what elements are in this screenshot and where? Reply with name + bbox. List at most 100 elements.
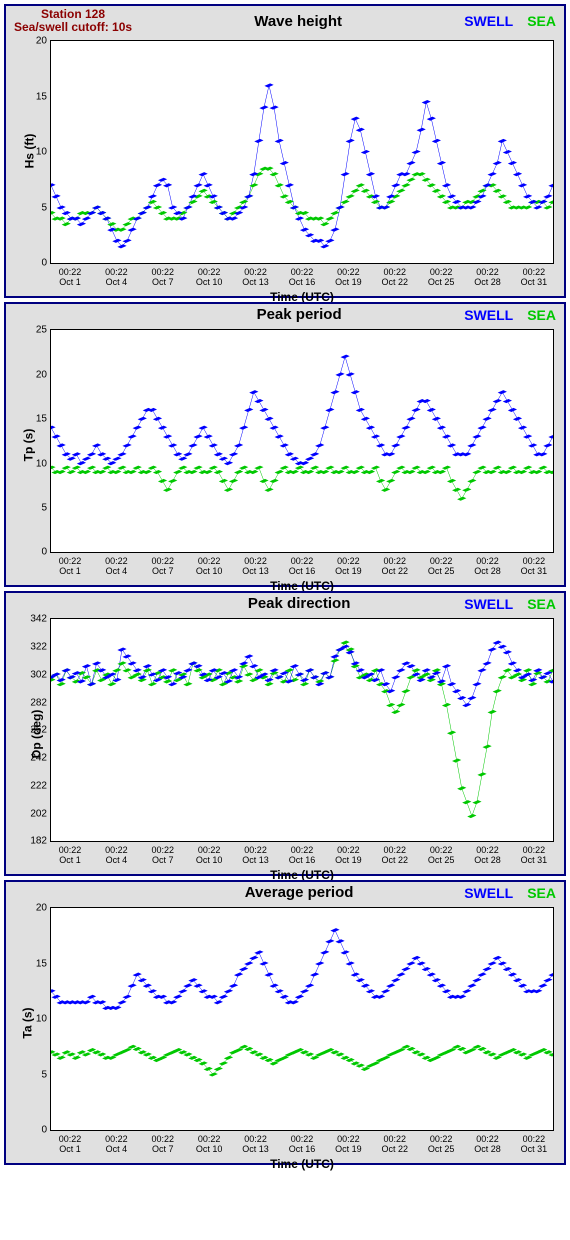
y-tick: 0 <box>21 547 47 558</box>
x-tick: 00:22Oct 31 <box>514 1135 554 1155</box>
x-tick: 00:22Oct 7 <box>143 268 183 288</box>
x-tick: 00:22Oct 31 <box>514 557 554 577</box>
legend-sea: SEA <box>527 885 556 901</box>
chart-panel: Station 128 Sea/swell cutoff: 10s Wave h… <box>4 4 566 298</box>
chart-svg <box>51 330 553 552</box>
chart-svg <box>51 619 553 841</box>
x-tick: 00:22Oct 22 <box>375 557 415 577</box>
y-tick: 15 <box>21 414 47 425</box>
y-tick: 222 <box>21 780 47 791</box>
y-tick: 322 <box>21 642 47 653</box>
x-axis-ticks: 00:22Oct 1 00:22Oct 4 00:22Oct 7 00:22Oct 1… <box>50 557 554 577</box>
y-tick: 20 <box>21 36 47 47</box>
x-tick: 00:22Oct 19 <box>328 557 368 577</box>
x-tick: 00:22Oct 19 <box>328 846 368 866</box>
y-axis-ticks: 05101520 <box>21 908 47 1130</box>
x-axis-label: Time (UTC) <box>50 1157 554 1171</box>
panel-header: Peak direction SWELL SEA <box>6 593 564 614</box>
legend: SWELL SEA <box>464 307 556 323</box>
x-tick: 00:22Oct 10 <box>189 557 229 577</box>
x-tick: 00:22Oct 22 <box>375 1135 415 1155</box>
x-tick: 00:22Oct 10 <box>189 268 229 288</box>
x-axis: 00:22Oct 1 00:22Oct 4 00:22Oct 7 00:22Oct 1… <box>50 557 554 583</box>
y-tick: 15 <box>21 91 47 102</box>
y-tick: 5 <box>21 202 47 213</box>
y-tick: 10 <box>21 147 47 158</box>
plot-area: 0510152025 <box>50 329 554 553</box>
x-tick: 00:22Oct 16 <box>282 268 322 288</box>
x-tick: 00:22Oct 1 <box>50 1135 90 1155</box>
chart-svg <box>51 41 553 263</box>
x-tick: 00:22Oct 1 <box>50 846 90 866</box>
x-tick: 00:22Oct 28 <box>468 1135 508 1155</box>
y-tick: 15 <box>21 958 47 969</box>
x-tick: 00:22Oct 25 <box>421 1135 461 1155</box>
y-tick: 342 <box>21 614 47 625</box>
x-tick: 00:22Oct 7 <box>143 846 183 866</box>
y-tick: 20 <box>21 369 47 380</box>
x-tick: 00:22Oct 16 <box>282 1135 322 1155</box>
plot-area: 182202222242262282302322342 <box>50 618 554 842</box>
chart-page: Station 128 Sea/swell cutoff: 10s Wave h… <box>0 4 570 1165</box>
station-info: Station 128 Sea/swell cutoff: 10s <box>14 8 132 34</box>
legend-sea: SEA <box>527 307 556 323</box>
x-tick: 00:22Oct 7 <box>143 1135 183 1155</box>
y-tick: 20 <box>21 903 47 914</box>
x-axis: 00:22Oct 1 00:22Oct 4 00:22Oct 7 00:22Oct 1… <box>50 1135 554 1161</box>
x-tick: 00:22Oct 4 <box>96 846 136 866</box>
x-axis-ticks: 00:22Oct 100:22Oct 400:22Oct 700:22Oct 1… <box>50 268 554 288</box>
x-tick: 00:22Oct 13 <box>236 1135 276 1155</box>
y-axis-ticks: 0510152025 <box>21 330 47 552</box>
chart-svg <box>51 908 553 1130</box>
y-axis-ticks: 182202222242262282302322342 <box>21 619 47 841</box>
chart-panel: Average period SWELL SEA Ta (s) 05101520… <box>4 880 566 1165</box>
x-axis-ticks: 00:22Oct 1 00:22Oct 4 00:22Oct 7 00:22Oct 1… <box>50 1135 554 1155</box>
x-tick: 00:22Oct 22 <box>375 268 415 288</box>
legend-swell: SWELL <box>464 596 513 612</box>
x-tick: 00:22Oct 4 <box>96 1135 136 1155</box>
y-tick: 25 <box>21 325 47 336</box>
legend: SWELL SEA <box>464 13 556 29</box>
x-tick: 00:22Oct 16 <box>282 846 322 866</box>
chart-title: Peak direction <box>134 595 464 612</box>
x-tick: 00:22Oct 13 <box>236 846 276 866</box>
x-axis-ticks: 00:22Oct 1 00:22Oct 4 00:22Oct 7 00:22Oct 1… <box>50 846 554 866</box>
y-tick: 5 <box>21 502 47 513</box>
legend: SWELL SEA <box>464 885 556 901</box>
y-tick: 242 <box>21 753 47 764</box>
x-tick: 00:22Oct 4 <box>96 557 136 577</box>
x-tick: 00:22Oct 7 <box>143 557 183 577</box>
x-axis: 00:22Oct 1 00:22Oct 4 00:22Oct 7 00:22Oct 1… <box>50 846 554 872</box>
plot-area: 05101520 <box>50 40 554 264</box>
panel-header: Peak period SWELL SEA <box>6 304 564 325</box>
chart-title: Average period <box>134 884 464 901</box>
y-tick: 0 <box>21 1125 47 1136</box>
cutoff-text: Sea/swell cutoff: 10s <box>14 21 132 34</box>
chart-panel: Peak period SWELL SEA Tp (s) 0510152025 … <box>4 302 566 587</box>
x-axis: 00:22Oct 100:22Oct 400:22Oct 700:22Oct 1… <box>50 268 554 294</box>
y-tick: 262 <box>21 725 47 736</box>
x-tick: 00:22Oct 28 <box>468 557 508 577</box>
x-tick: 00:22Oct 13 <box>236 557 276 577</box>
legend: SWELL SEA <box>464 596 556 612</box>
plot-area: 05101520 <box>50 907 554 1131</box>
y-tick: 282 <box>21 697 47 708</box>
x-tick: 00:22Oct 25 <box>421 557 461 577</box>
legend-sea: SEA <box>527 596 556 612</box>
x-tick: 00:22Oct 25 <box>421 268 461 288</box>
y-tick: 5 <box>21 1069 47 1080</box>
x-tick: 00:22Oct 31 <box>514 846 554 866</box>
x-tick: 00:22Oct 31 <box>514 268 554 288</box>
x-tick: 00:22Oct 10 <box>189 1135 229 1155</box>
x-tick: 00:22Oct 16 <box>282 557 322 577</box>
x-tick: 00:22Oct 25 <box>421 846 461 866</box>
y-tick: 10 <box>21 458 47 469</box>
y-tick: 182 <box>21 836 47 847</box>
legend-swell: SWELL <box>464 307 513 323</box>
x-tick: 00:22Oct 22 <box>375 846 415 866</box>
x-tick: 00:22Oct 1 <box>50 557 90 577</box>
y-tick: 302 <box>21 669 47 680</box>
legend-sea: SEA <box>527 13 556 29</box>
panel-header: Average period SWELL SEA <box>6 882 564 903</box>
x-tick: 00:22Oct 4 <box>96 268 136 288</box>
